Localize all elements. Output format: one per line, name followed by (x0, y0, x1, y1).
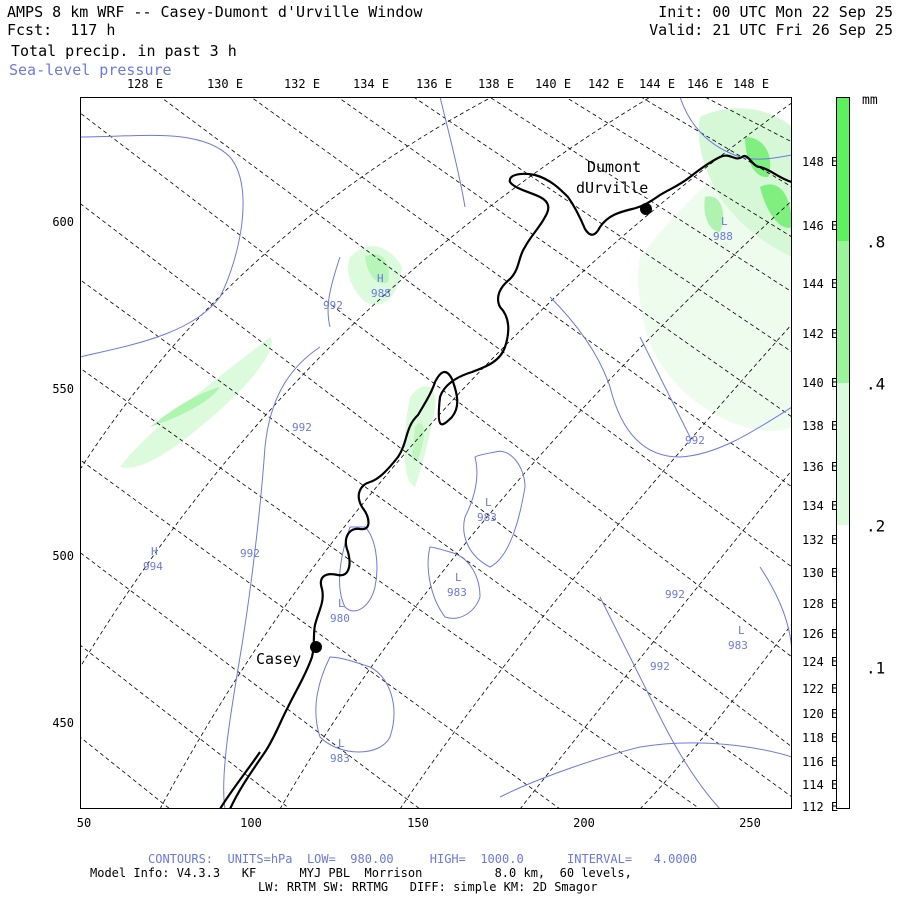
right-lon-label: 136 E (802, 460, 839, 474)
right-lon-label: 144 E (802, 277, 839, 291)
right-lon-label: 122 E (802, 682, 839, 696)
pressure-label: 980 (330, 612, 350, 625)
right-lon-label: 130 E (802, 566, 839, 580)
right-lon-label: 128 E (802, 597, 839, 611)
pressure-label: 992 (240, 547, 260, 560)
colorbar (836, 97, 850, 809)
coastline (219, 154, 792, 809)
precip-map (80, 97, 792, 809)
top-lon-label: 142 E (587, 77, 625, 91)
top-lon-label: 140 E (534, 77, 572, 91)
model-info: Model Info: V4.3.3 KF MYJ PBL Morrison 8… (90, 866, 632, 880)
right-lon-label: 138 E (802, 419, 839, 433)
colorbar-label: .2 (866, 516, 886, 536)
top-lon-label: 148 E (732, 77, 770, 91)
x-tick-label: 150 (407, 816, 429, 830)
right-lon-label: 124 E (802, 655, 839, 669)
y-tick-label: 600 (52, 215, 74, 229)
precip-shading (120, 108, 792, 487)
top-lon-label: 128 E (126, 77, 164, 91)
pressure-label: 988 (371, 287, 391, 300)
right-lon-label: 116 E (802, 755, 839, 769)
pressure-label: 983 (477, 511, 497, 524)
x-tick-label: 50 (76, 816, 92, 830)
top-lon-label: 146 E (686, 77, 724, 91)
y-tick-label: 500 (52, 549, 74, 563)
top-lon-label: 144 E (638, 77, 676, 91)
forecast-hour: Fcst: 117 h (7, 21, 116, 39)
pressure-center: L (721, 215, 728, 228)
pressure-center: L (485, 496, 492, 509)
x-tick-label: 250 (739, 816, 761, 830)
right-lon-label: 134 E (802, 499, 839, 513)
top-lon-label: 136 E (415, 77, 453, 91)
field-label: Total precip. in past 3 h (11, 42, 237, 60)
y-tick-label: 550 (52, 382, 74, 396)
pressure-center: H (151, 545, 158, 558)
top-lon-label: 134 E (352, 77, 390, 91)
right-lon-label: 148 E (802, 155, 839, 169)
colorbar-label: .1 (866, 658, 886, 678)
right-lon-label: 140 E (802, 376, 839, 390)
pressure-label: 992 (323, 299, 343, 312)
valid-time: Valid: 21 UTC Fri 26 Sep 25 (649, 21, 893, 39)
latitude-lines (80, 97, 792, 809)
station-label-durville: dUrville (576, 179, 649, 197)
x-tick-label: 100 (240, 816, 262, 830)
top-lon-label: 130 E (206, 77, 244, 91)
right-lon-label: 146 E (802, 219, 839, 233)
pressure-contours (80, 97, 792, 809)
colorbar-segment (837, 667, 849, 808)
pressure-label: 983 (447, 586, 467, 599)
pressure-label: 992 (665, 588, 685, 601)
pressure-center: H (377, 272, 384, 285)
pressure-center: L (338, 597, 345, 610)
pressure-label: 983 (728, 639, 748, 652)
physics-info: LW: RRTM SW: RRTMG DIFF: simple KM: 2D S… (258, 880, 598, 894)
colorbar-segment (837, 98, 849, 242)
station-label-dumont: Dumont (587, 158, 642, 176)
colorbar-unit: mm (862, 93, 878, 108)
casey-marker (310, 641, 322, 653)
right-lon-label: 112 E (802, 800, 839, 814)
colorbar-segment (837, 525, 849, 668)
pressure-label: 992 (685, 434, 705, 447)
right-lon-label: 118 E (802, 731, 839, 745)
pressure-center: L (738, 624, 745, 637)
right-lon-label: 120 E (802, 707, 839, 721)
pressure-label: 988 (713, 230, 733, 243)
colorbar-label: .4 (866, 374, 886, 394)
init-time: Init: 00 UTC Mon 22 Sep 25 (658, 3, 893, 21)
pressure-label: 992 (650, 660, 670, 673)
right-lon-label: 142 E (802, 327, 839, 341)
pressure-label: 994 (143, 560, 163, 573)
pressure-label: 992 (292, 421, 312, 434)
right-lon-label: 114 E (802, 778, 839, 792)
pressure-label: 983 (330, 752, 350, 765)
right-lon-label: 132 E (802, 533, 839, 547)
top-lon-label: 138 E (477, 77, 515, 91)
x-tick-label: 200 (573, 816, 595, 830)
y-tick-label: 450 (52, 716, 74, 730)
overlay-label: Sea-level pressure (9, 61, 172, 79)
colorbar-label: .8 (866, 232, 886, 252)
pressure-center: L (338, 737, 345, 750)
top-lon-label: 132 E (283, 77, 321, 91)
right-lon-label: 126 E (802, 627, 839, 641)
station-label-casey: Casey (256, 650, 302, 668)
colorbar-segment (837, 383, 849, 526)
pressure-center: L (455, 571, 462, 584)
longitude-lines (80, 97, 792, 809)
dumont-durville-marker (640, 203, 652, 215)
contour-info: CONTOURS: UNITS=hPa LOW= 980.00 HIGH= 10… (148, 852, 698, 866)
colorbar-segment (837, 241, 849, 384)
map-title: AMPS 8 km WRF -- Casey-Dumont d'Urville … (7, 3, 423, 21)
